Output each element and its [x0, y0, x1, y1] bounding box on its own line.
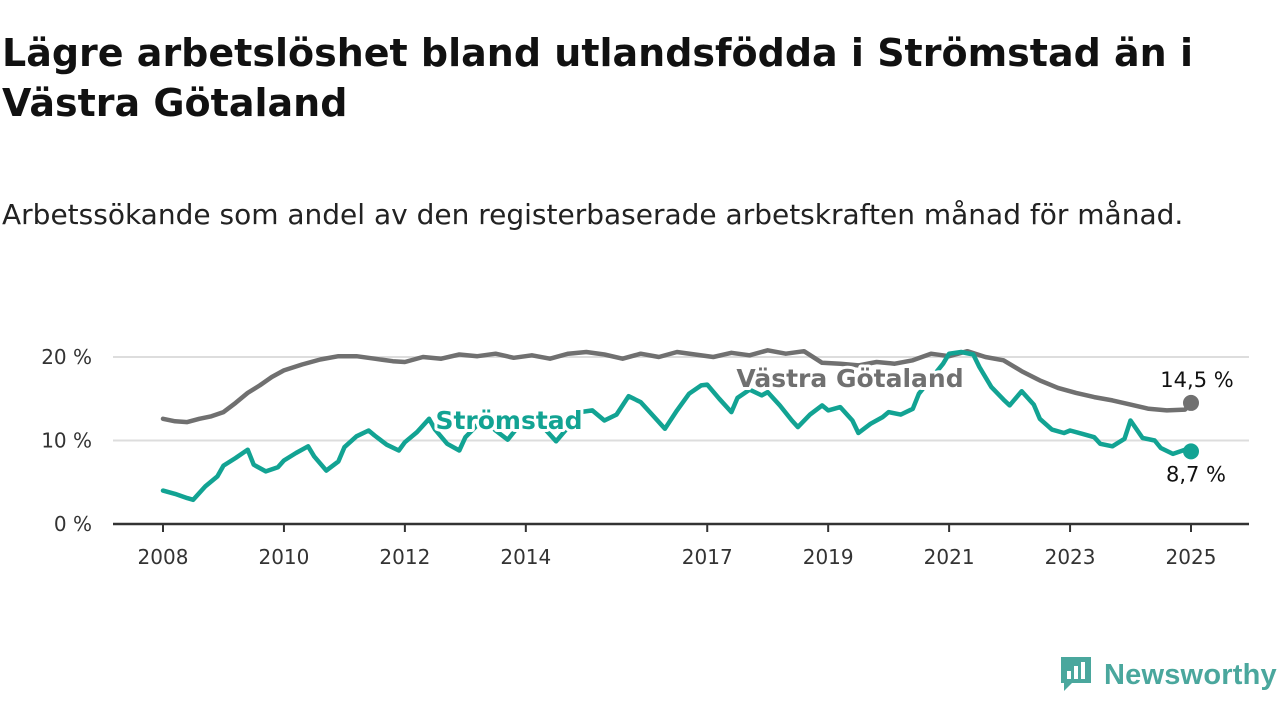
- x-tick-label: 2014: [500, 545, 551, 569]
- y-tick-label: 0 %: [54, 512, 92, 536]
- end-value-label-vastra-gotaland: 14,5 %: [1160, 368, 1233, 392]
- series-lines: [160, 348, 1199, 503]
- end-marker-stromstad: [1183, 443, 1199, 460]
- series-label-vastra-gotaland: Västra Götaland: [736, 364, 963, 393]
- newsworthy-logo-icon: [1061, 657, 1091, 691]
- x-tick-label: 2019: [803, 545, 854, 569]
- x-tick-label: 2017: [682, 545, 733, 569]
- series-line-vastra-gotaland: [160, 348, 1194, 425]
- x-tick-label: 2012: [379, 545, 430, 569]
- gridlines: [113, 356, 1249, 442]
- series-label-stromstad: Strömstad: [435, 406, 582, 435]
- chart-subtitle: Arbetssökande som andel av den registerb…: [2, 198, 1184, 231]
- x-tick-label: 2025: [1166, 545, 1217, 569]
- x-tick-label: 2023: [1045, 545, 1096, 569]
- brand-name: Newsworthy: [1104, 658, 1277, 691]
- x-tick-label: 2021: [924, 545, 975, 569]
- y-tick-label: 10 %: [41, 429, 92, 453]
- annotations: Västra Götaland Strömstad 14,5 % 8,7 %: [432, 361, 1233, 486]
- end-value-label-stromstad: 8,7 %: [1166, 462, 1226, 486]
- series-line-stromstad: [160, 349, 1194, 503]
- x-tick-label: 2008: [138, 545, 189, 569]
- x-axis: 2008 2010 2012 2014 2017 2019 2021 2023 2025: [113, 522, 1249, 569]
- newsworthy-brand[interactable]: Newsworthy: [1058, 654, 1277, 696]
- end-marker-vastra-gotaland: [1183, 394, 1199, 411]
- chart-title: Lägre arbetslöshet bland utlandsfödda i …: [2, 31, 1193, 125]
- y-axis-tick-labels: 0 % 10 % 20 %: [41, 345, 92, 536]
- y-tick-label: 20 %: [41, 345, 92, 369]
- x-tick-label: 2010: [258, 545, 309, 569]
